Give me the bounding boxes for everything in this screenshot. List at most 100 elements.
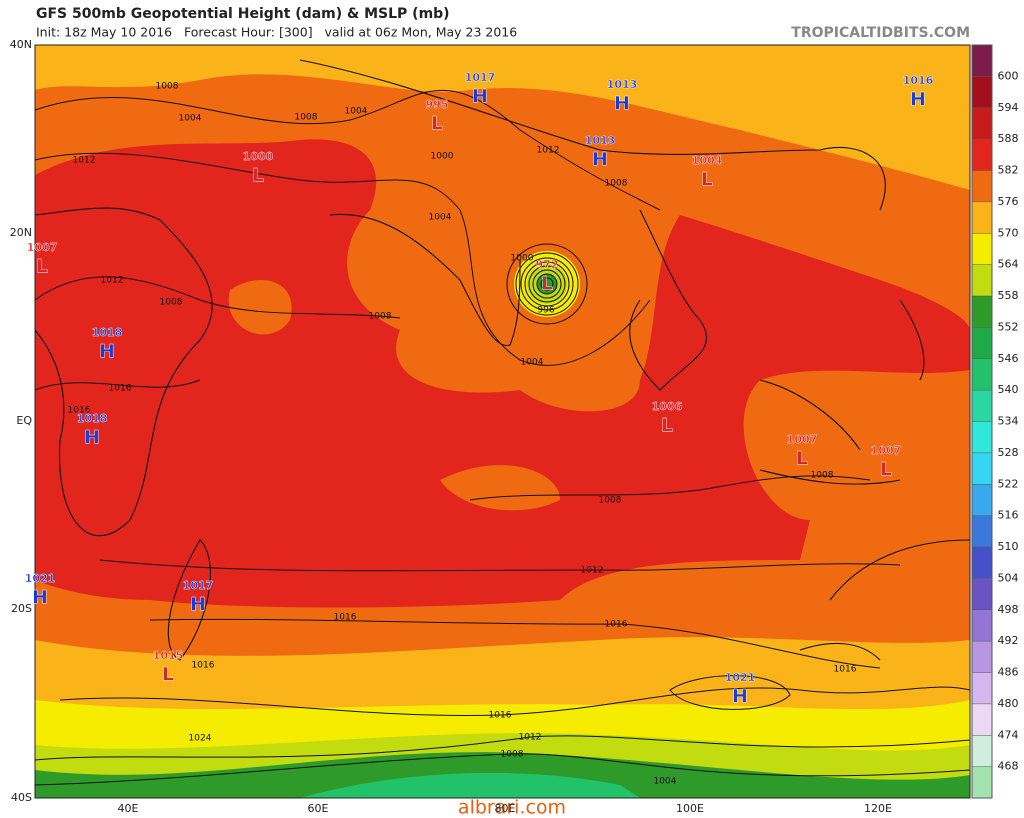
pressure-center: 1000 L (242, 150, 274, 187)
contour-label: 1016 (109, 384, 132, 394)
contour-label: 1012 (519, 733, 542, 743)
lat-label: 20N (10, 226, 32, 239)
center-pressure: 1000 (243, 150, 274, 163)
colorbar-label: 594 (998, 101, 1019, 114)
colorbar-swatch (972, 421, 992, 453)
contour-label: 1016 (68, 406, 91, 416)
pressure-center: 1004 L (691, 154, 723, 191)
center-letter: L (541, 273, 553, 295)
contour-label: 1008 (605, 179, 628, 189)
coastlines (35, 59, 970, 661)
isobars (35, 89, 970, 786)
lat-label: 40S (11, 791, 32, 804)
center-letter: L (252, 165, 264, 187)
colorbar-label: 564 (998, 258, 1019, 271)
colorbar-swatch (972, 547, 992, 579)
pressure-center: 1015 L (152, 649, 183, 686)
lon-label: 40E (118, 802, 139, 815)
colorbar-label: 552 (998, 320, 1019, 333)
pressure-center: 1013 H (606, 78, 637, 115)
pressure-center: 1007 L (26, 241, 58, 278)
map-field (35, 45, 970, 798)
colorbar-label: 534 (998, 415, 1019, 428)
colorbar-swatch (972, 609, 992, 642)
pressure-center: 1007 L (870, 444, 902, 481)
pressure-center: 1013 H (584, 134, 616, 171)
colorbar-swatch (972, 735, 992, 767)
pressure-center: 1017 H (464, 71, 495, 108)
center-pressure: 1013 (585, 134, 616, 147)
colorbar-label: 516 (998, 509, 1019, 522)
center-pressure: 1007 (871, 444, 902, 457)
pressure-center: 995 L (425, 98, 449, 135)
contour-label: 1004 (345, 107, 368, 117)
colorbar-label: 480 (998, 697, 1019, 710)
lon-label: 80E (495, 802, 516, 815)
contour-label: 1000 (431, 152, 454, 162)
colorbar-label: 498 (998, 603, 1019, 616)
center-letter: H (732, 686, 748, 708)
center-letter: H (472, 86, 488, 108)
center-pressure: 995 (426, 98, 449, 111)
contour-label: 1012 (537, 146, 560, 156)
colorbar-label: 600 (998, 69, 1019, 82)
center-pressure: 1018 (77, 412, 108, 425)
contour-label: 1004 (654, 777, 677, 787)
contour-label: 1016 (834, 665, 857, 675)
contour-label: 1012 (581, 566, 604, 576)
colorbar-swatch (972, 452, 992, 485)
center-pressure: 1006 (652, 400, 683, 413)
watermark: albrari.com (458, 797, 566, 818)
colorbar-label: 510 (998, 540, 1019, 553)
colorbar-swatch (972, 641, 992, 673)
colorbar-swatch (972, 76, 992, 108)
colorbar-swatch (972, 170, 992, 202)
center-pressure: 1004 (692, 154, 723, 167)
center-pressure: 1007 (27, 241, 58, 254)
colorbar-swatch (972, 703, 992, 736)
colorbar-swatch (972, 201, 992, 234)
contour-label: 1000 (511, 254, 534, 264)
lon-label: 60E (308, 802, 329, 815)
pressure-center: 1018 H (76, 412, 108, 449)
colorbar-frame (971, 44, 993, 799)
center-pressure: 1007 (787, 433, 818, 446)
colorbar-label: 492 (998, 634, 1019, 647)
contour-label: 1016 (489, 711, 512, 721)
center-pressure: 1021 (725, 671, 756, 684)
colorbar-swatch (972, 766, 992, 798)
colorbar-label: 474 (998, 728, 1019, 741)
center-letter: L (36, 256, 48, 278)
contour-label: 1008 (160, 298, 183, 308)
site-name: TROPICALTIDBITS.COM (791, 25, 970, 41)
pressure-center: 1007 L (786, 433, 818, 470)
colorbar-label: 588 (998, 132, 1019, 145)
center-letter: L (880, 459, 892, 481)
contour-label: 1016 (334, 613, 357, 623)
title: GFS 500mb Geopotential Height (dam) & MS… (36, 6, 450, 22)
contour-label: 1008 (295, 113, 318, 123)
center-letter: H (614, 93, 630, 115)
center-pressure: 1018 (92, 326, 123, 339)
contour-label: 1012 (101, 276, 124, 286)
colorbar-swatch (972, 327, 992, 359)
center-letter: H (99, 341, 115, 363)
center-letter: L (431, 113, 443, 135)
subtitle: Init: 18z May 10 2016 Forecast Hour: [30… (36, 25, 517, 40)
colorbar-swatch (972, 264, 992, 296)
center-pressure: 972 (536, 258, 559, 271)
contour-label: 1016 (192, 661, 215, 671)
center-letter: L (162, 664, 174, 686)
center-pressure: 1016 (903, 74, 934, 87)
contour-label: 1008 (599, 496, 622, 506)
contour-label: 1004 (179, 114, 202, 124)
contour-label: 1008 (156, 82, 179, 92)
colorbar-label: 522 (998, 477, 1019, 490)
colorbar-swatch (972, 107, 992, 140)
colorbar-swatch (972, 296, 992, 328)
center-letter: L (701, 169, 713, 191)
colorbar-label: 486 (998, 666, 1019, 679)
contour-label: 1016 (605, 620, 628, 630)
pressure-center: 1006 L (651, 400, 683, 437)
